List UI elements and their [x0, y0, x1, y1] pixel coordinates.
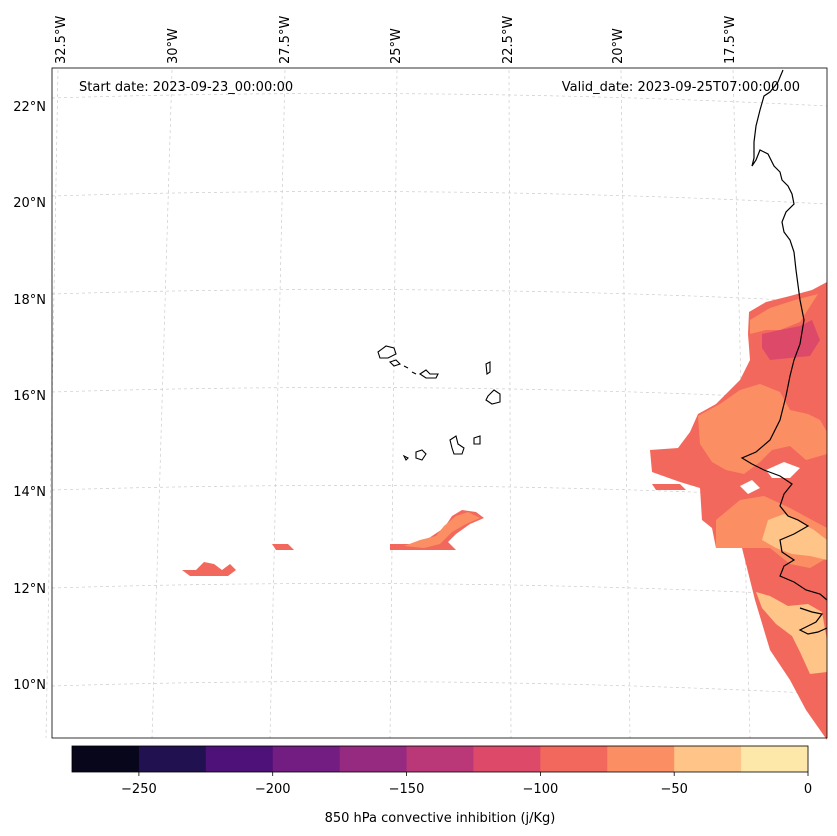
colorbar-swatch	[674, 746, 742, 772]
lon-tick-17-5: 17.5°W	[723, 16, 738, 64]
colorbar-swatch	[473, 746, 541, 772]
lon-tick-22-5: 22.5°W	[501, 16, 516, 64]
colorbar-swatch	[339, 746, 408, 772]
cin-region-guinea-light	[756, 592, 827, 674]
lat-tick-18: 18°N	[13, 293, 46, 308]
longitude-labels: 32.5°W 30°W 27.5°W 25°W 22.5°W 20°W 17.5…	[54, 16, 738, 64]
colorbar-tick-label: 0	[804, 782, 812, 797]
island-sao-vicente	[388, 359, 402, 367]
start-date-label: Start date: 2023-09-23_00:00:00	[79, 80, 293, 95]
meridian-30	[151, 69, 173, 739]
cin-region-ocean-patch-mid	[272, 544, 294, 550]
parallel-22	[51, 93, 828, 107]
island-fogo	[415, 449, 427, 461]
meridian-22-5	[508, 69, 512, 739]
cin-hole-2	[740, 480, 760, 494]
lat-tick-16: 16°N	[13, 389, 46, 404]
guinea-coastline	[798, 607, 828, 635]
parallel-20	[51, 191, 828, 205]
island-brava	[402, 454, 409, 461]
colorbar-swatch	[272, 746, 341, 772]
colorbar-tick-label: −200	[255, 782, 291, 797]
cin-contours	[182, 282, 827, 740]
lon-tick-27-5: 27.5°W	[278, 16, 293, 64]
colorbar-tick-label: −50	[660, 782, 687, 797]
cin-region-coast-light	[762, 514, 827, 560]
colorbar-swatch	[138, 746, 207, 772]
colorbar-swatch	[72, 746, 140, 772]
island-maio	[473, 435, 481, 445]
meridian-25	[389, 69, 398, 739]
lat-tick-14: 14°N	[13, 485, 46, 500]
parallel-14	[51, 485, 828, 499]
colorbar-swatch	[607, 746, 675, 772]
colorbar-tick-label: −100	[523, 782, 559, 797]
island-santo-antao	[377, 345, 397, 359]
graticule	[45, 69, 828, 739]
colorbar-swatch	[406, 746, 474, 772]
lon-tick-30: 30°W	[166, 28, 181, 64]
cape-verde-islands	[377, 345, 501, 461]
colorbar-swatch	[205, 746, 274, 772]
latitude-labels: 22°N 20°N 18°N 16°N 14°N 12°N 10°N	[13, 100, 46, 693]
colorbar-tick-label: −150	[389, 782, 425, 797]
colorbar-ticks	[138, 772, 809, 776]
meridian-20	[620, 69, 631, 739]
cin-region-ocean-patch-east-orange	[404, 512, 480, 548]
cin-region-ocean-patch-small	[652, 484, 686, 490]
cin-region-coast-red-band	[762, 320, 820, 360]
island-santa-luzia	[403, 365, 409, 369]
valid-date-label: Valid_date: 2023-09-25T07:00:00.00	[562, 80, 800, 95]
parallel-18	[51, 289, 828, 303]
meridian-27-5	[269, 69, 286, 739]
lon-tick-25: 25°W	[389, 28, 404, 64]
colorbar-title: 850 hPa convective inhibition (j/Kg)	[325, 811, 556, 826]
lat-tick-22: 22°N	[13, 100, 46, 115]
cin-region-coast-orange-middle	[698, 384, 827, 474]
colorbar-swatch	[741, 746, 809, 772]
colorbar-outline	[71, 745, 809, 773]
lat-tick-12: 12°N	[13, 582, 46, 597]
island-sao-nicolau	[411, 371, 417, 375]
lon-tick-32-5: 32.5°W	[54, 16, 69, 64]
island-sal	[485, 361, 491, 375]
island-santiago	[449, 435, 465, 455]
africa-coastline	[740, 69, 828, 601]
island-boa-vista	[485, 389, 501, 405]
colorbar-swatch	[540, 746, 608, 772]
parallel-12	[51, 583, 828, 597]
lat-tick-10: 10°N	[13, 678, 46, 693]
lon-tick-20: 20°W	[611, 28, 626, 64]
map-frame	[51, 67, 828, 739]
parallel-16	[51, 387, 828, 401]
lat-tick-20: 20°N	[13, 196, 46, 211]
cin-region-ocean-patch-west	[182, 562, 236, 576]
coastlines	[740, 69, 828, 635]
parallel-10	[51, 681, 828, 695]
colorbar: −250 −200 −150 −100 −50 0 850 hPa convec…	[71, 745, 812, 826]
colorbar-tick-label: −250	[121, 782, 157, 797]
colorbar-swatches	[72, 746, 809, 772]
island-sao-nicolau-main	[419, 369, 439, 379]
